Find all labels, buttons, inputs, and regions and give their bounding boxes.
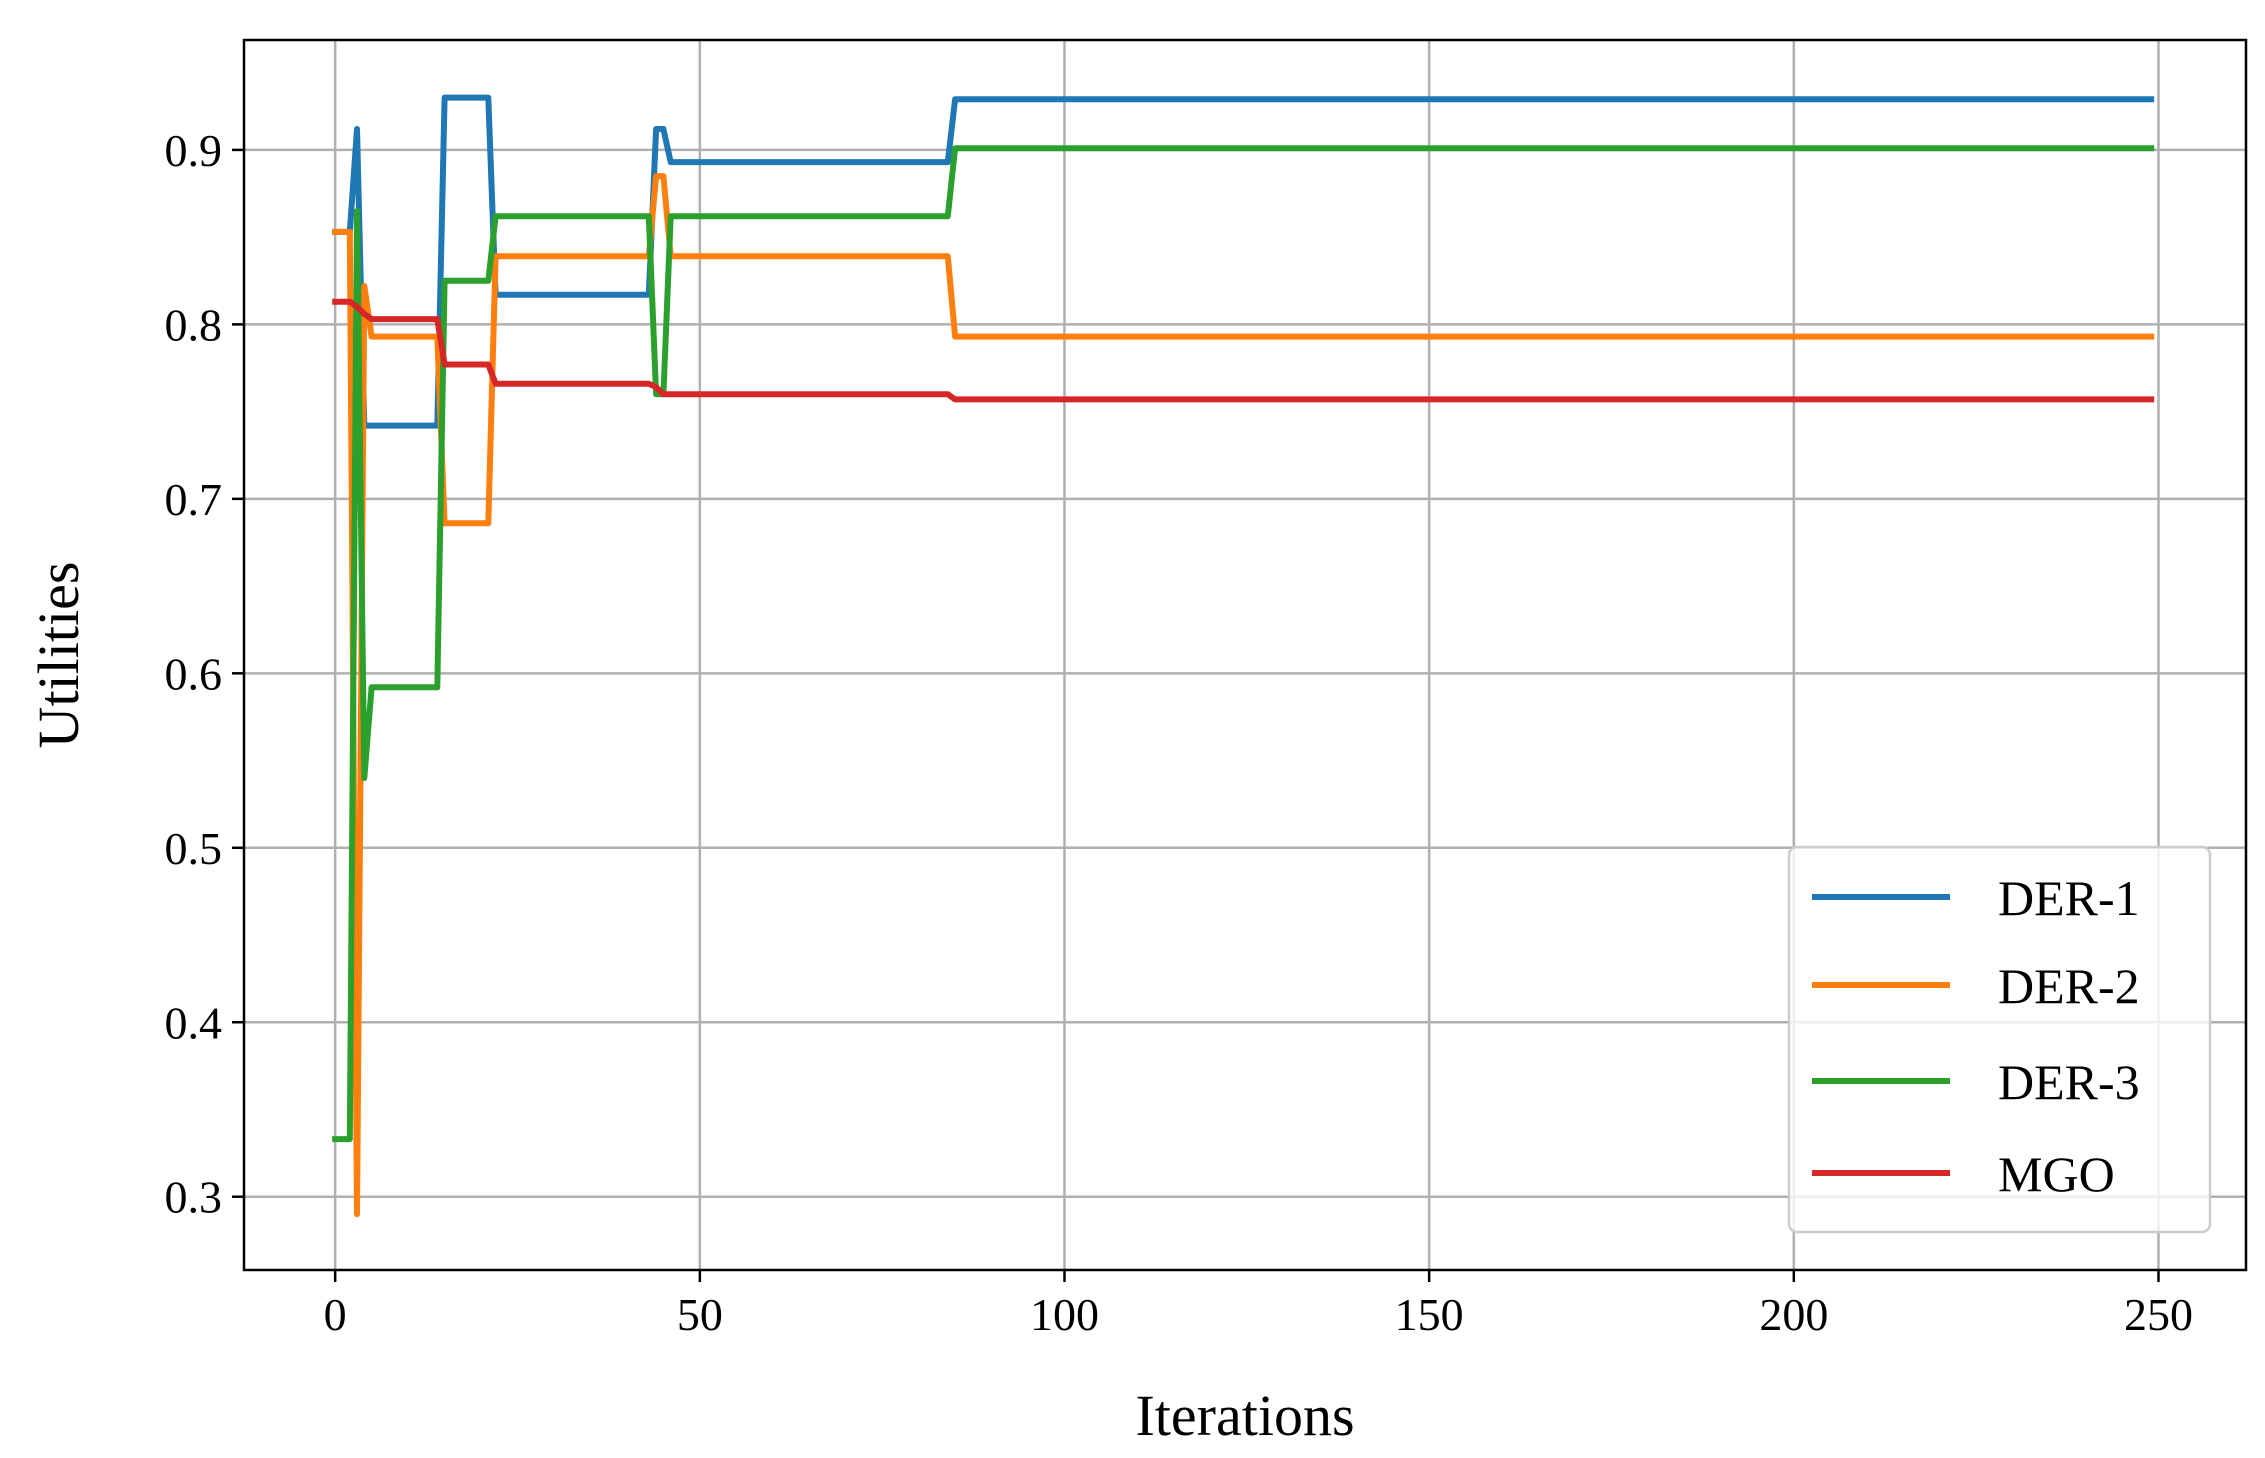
series-line-der-3 (332, 145, 2155, 1143)
series-line-mgo (332, 298, 2155, 403)
legend-label: DER-3 (1998, 1054, 2140, 1110)
y-tick-label: 0.6 (165, 648, 223, 699)
x-tick-label: 200 (1759, 1289, 1828, 1340)
axis-ticks: 0 50 100 150 200 250 0.3 0.4 0.5 0.6 0.7 0.8 0.9 (165, 125, 2193, 1340)
x-tick-label: 250 (2124, 1289, 2193, 1340)
legend: DER-1 DER-2 DER-3 MGO (1787, 845, 2212, 1234)
series-lines (332, 94, 2155, 1218)
legend-label: DER-2 (1998, 958, 2140, 1014)
series-line-der-1 (332, 94, 2155, 429)
y-tick-label: 0.3 (165, 1172, 223, 1223)
legend-label: DER-1 (1998, 870, 2140, 926)
plot-frame (242, 38, 2248, 1272)
x-axis-label: Iterations (1135, 1383, 1354, 1448)
x-tick-label: 100 (1030, 1289, 1099, 1340)
y-tick-label: 0.8 (165, 299, 223, 350)
y-tick-label: 0.7 (165, 474, 223, 525)
legend-box (1787, 845, 2212, 1234)
x-tick-label: 50 (677, 1289, 723, 1340)
x-tick-label: 150 (1395, 1289, 1464, 1340)
y-tick-label: 0.4 (165, 997, 223, 1048)
legend-label: MGO (1998, 1146, 2115, 1202)
y-tick-label: 0.5 (165, 823, 223, 874)
y-tick-label: 0.9 (165, 125, 223, 176)
x-tick-label: 0 (324, 1289, 347, 1340)
y-axis-label: Utilities (26, 562, 91, 749)
